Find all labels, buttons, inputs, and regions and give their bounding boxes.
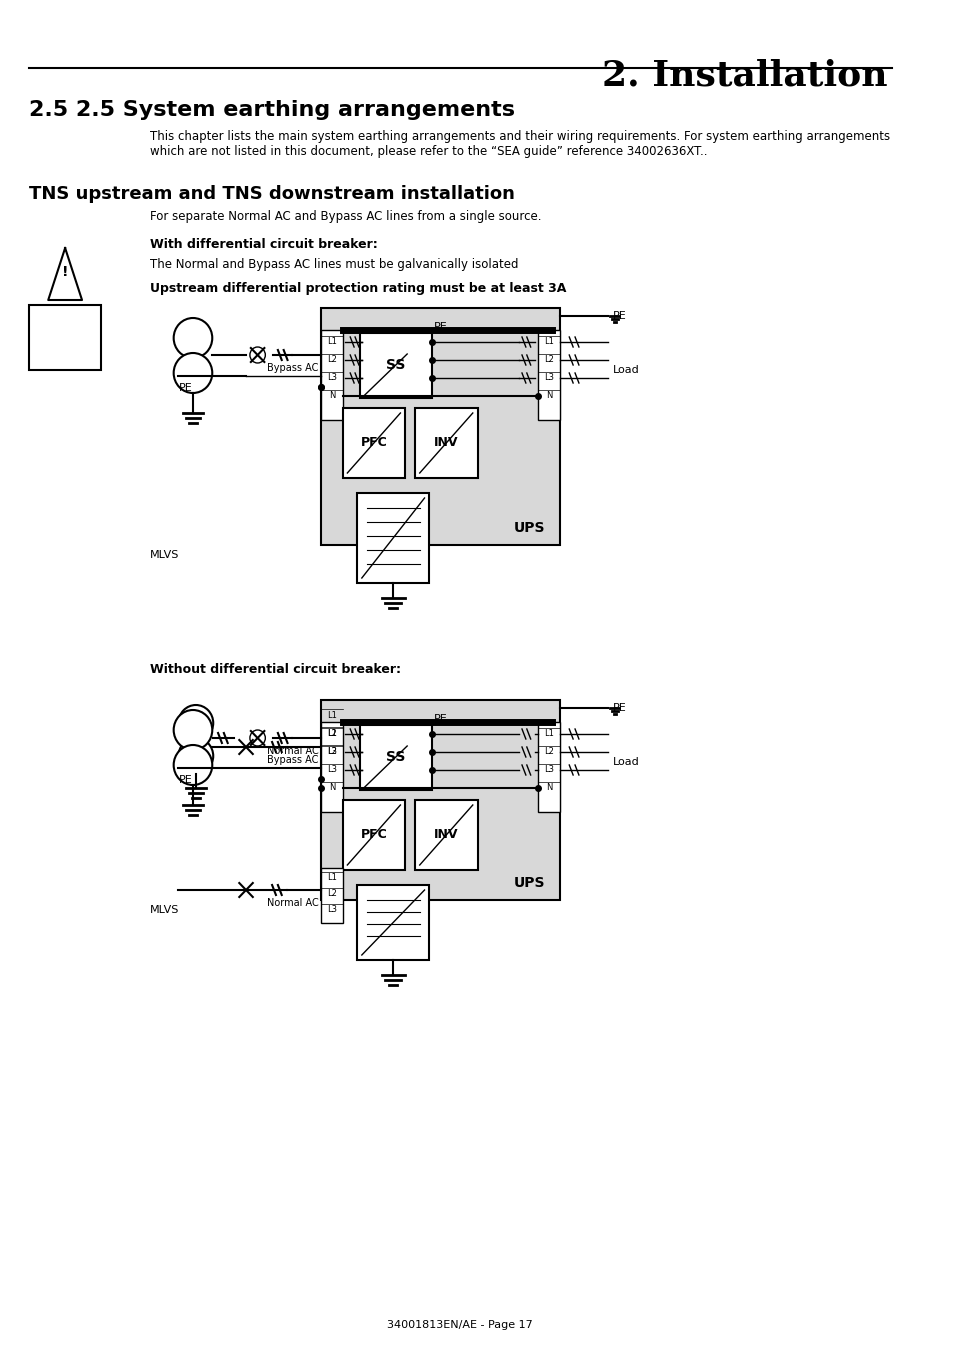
Text: PE: PE	[612, 703, 626, 713]
Circle shape	[250, 347, 265, 363]
Text: SS: SS	[386, 358, 405, 372]
Text: Load: Load	[612, 365, 639, 376]
Text: L1: L1	[327, 711, 336, 720]
Text: L3: L3	[327, 747, 336, 755]
Text: This chapter lists the main system earthing arrangements and their wiring requir: This chapter lists the main system earth…	[150, 130, 889, 158]
Text: L3: L3	[327, 373, 336, 382]
Text: PE: PE	[612, 311, 626, 322]
Text: N: N	[329, 392, 335, 400]
Bar	[321, 703, 342, 763]
Bar	[321, 721, 342, 812]
Text: Load: Load	[612, 757, 639, 767]
Text: PE: PE	[433, 713, 447, 724]
Text: Without differential circuit breaker:: Without differential circuit breaker:	[150, 663, 400, 676]
Text: N: N	[545, 392, 552, 400]
Bar	[321, 867, 342, 923]
Circle shape	[178, 738, 213, 774]
Bar	[321, 330, 342, 420]
Text: For separate Normal AC and Bypass AC lines from a single source.: For separate Normal AC and Bypass AC lin…	[150, 209, 540, 223]
Text: L3: L3	[327, 905, 336, 915]
Text: MLVS: MLVS	[150, 550, 179, 561]
Text: N: N	[329, 784, 335, 793]
Text: PE: PE	[433, 322, 447, 332]
Circle shape	[173, 711, 213, 750]
Bar	[359, 725, 432, 790]
Bar	[537, 330, 559, 420]
Text: L2: L2	[327, 728, 336, 738]
Bar	[342, 800, 405, 870]
Text: 2. Installation: 2. Installation	[601, 58, 886, 92]
Text: UPS: UPS	[513, 875, 544, 890]
Text: INV: INV	[434, 828, 458, 842]
Text: L3: L3	[543, 373, 554, 382]
Text: Normal AC: Normal AC	[267, 898, 318, 908]
Bar	[321, 308, 559, 544]
Text: !: !	[62, 265, 69, 280]
Bar	[415, 800, 477, 870]
Text: UPS: UPS	[513, 521, 544, 535]
Text: PE: PE	[178, 775, 193, 785]
Text: Normal AC: Normal AC	[267, 746, 318, 757]
Bar	[356, 885, 429, 961]
Text: Bypass AC: Bypass AC	[267, 363, 318, 373]
Text: N: N	[545, 784, 552, 793]
Bar	[359, 332, 432, 399]
Bar	[415, 408, 477, 478]
Text: L1: L1	[543, 338, 554, 346]
Bar	[321, 700, 559, 900]
Text: PE: PE	[178, 382, 193, 393]
Circle shape	[173, 744, 213, 785]
Text: Bypass AC: Bypass AC	[267, 755, 318, 765]
Bar	[356, 493, 429, 584]
Text: L2: L2	[327, 889, 336, 898]
Text: L2: L2	[327, 355, 336, 365]
Text: L1: L1	[327, 874, 336, 882]
Circle shape	[250, 730, 265, 746]
Circle shape	[173, 317, 213, 358]
Text: L2: L2	[543, 747, 554, 757]
Text: PFC: PFC	[360, 828, 387, 842]
Text: PFC: PFC	[360, 436, 387, 450]
Text: INV: INV	[434, 436, 458, 450]
Bar	[537, 721, 559, 812]
Text: L2: L2	[327, 747, 336, 757]
Text: MLVS: MLVS	[150, 905, 179, 915]
Text: L3: L3	[543, 766, 554, 774]
Text: L1: L1	[543, 730, 554, 739]
Text: L1: L1	[327, 338, 336, 346]
Text: L3: L3	[327, 766, 336, 774]
Text: L1: L1	[327, 730, 336, 739]
Text: The Normal and Bypass AC lines must be galvanically isolated: The Normal and Bypass AC lines must be g…	[150, 258, 517, 272]
Text: With differential circuit breaker:: With differential circuit breaker:	[150, 238, 376, 251]
Text: Upstream differential protection rating must be at least 3A: Upstream differential protection rating …	[150, 282, 565, 295]
Circle shape	[178, 705, 213, 740]
Bar	[342, 408, 405, 478]
Bar	[29, 305, 101, 370]
Text: 34001813EN/AE - Page 17: 34001813EN/AE - Page 17	[387, 1320, 533, 1329]
Circle shape	[173, 353, 213, 393]
Text: SS: SS	[386, 750, 405, 765]
Text: 2.5 2.5 System earthing arrangements: 2.5 2.5 System earthing arrangements	[29, 100, 515, 120]
Text: L2: L2	[543, 355, 554, 365]
Text: TNS upstream and TNS downstream installation: TNS upstream and TNS downstream installa…	[29, 185, 515, 203]
